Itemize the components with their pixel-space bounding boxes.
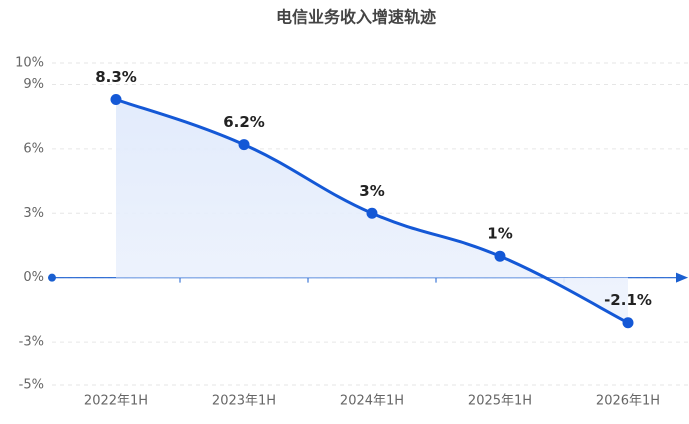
value-label: 6.2% xyxy=(223,113,265,131)
axis-origin xyxy=(48,273,56,282)
y-tick-label: 0% xyxy=(23,270,44,285)
y-tick-label: 6% xyxy=(23,141,44,156)
value-label: 8.3% xyxy=(95,68,137,86)
value-label: -2.1% xyxy=(604,291,652,309)
point xyxy=(366,207,378,219)
point xyxy=(238,139,250,151)
y-tick-label: 9% xyxy=(23,77,44,92)
y-tick-label: -5% xyxy=(19,378,44,393)
x-tick-label: 2026年1H xyxy=(596,394,660,409)
point xyxy=(494,250,506,262)
value-label: 3% xyxy=(359,182,384,200)
y-tick-label: -3% xyxy=(19,335,44,350)
y-tick-label: 3% xyxy=(23,206,44,221)
value-label: 1% xyxy=(487,225,512,243)
point xyxy=(622,317,634,329)
x-tick-label: 2024年1H xyxy=(340,394,404,409)
x-tick-label: 2025年1H xyxy=(468,394,532,409)
area xyxy=(116,99,628,323)
x-tick-label: 2023年1H xyxy=(212,394,276,409)
y-tick-label: 10% xyxy=(15,56,44,71)
x-tick-label: 2022年1H xyxy=(84,394,148,409)
point xyxy=(110,93,122,105)
chart-title: 电信业务收入增速轨迹 xyxy=(276,8,436,27)
axis-arrow xyxy=(676,272,688,283)
